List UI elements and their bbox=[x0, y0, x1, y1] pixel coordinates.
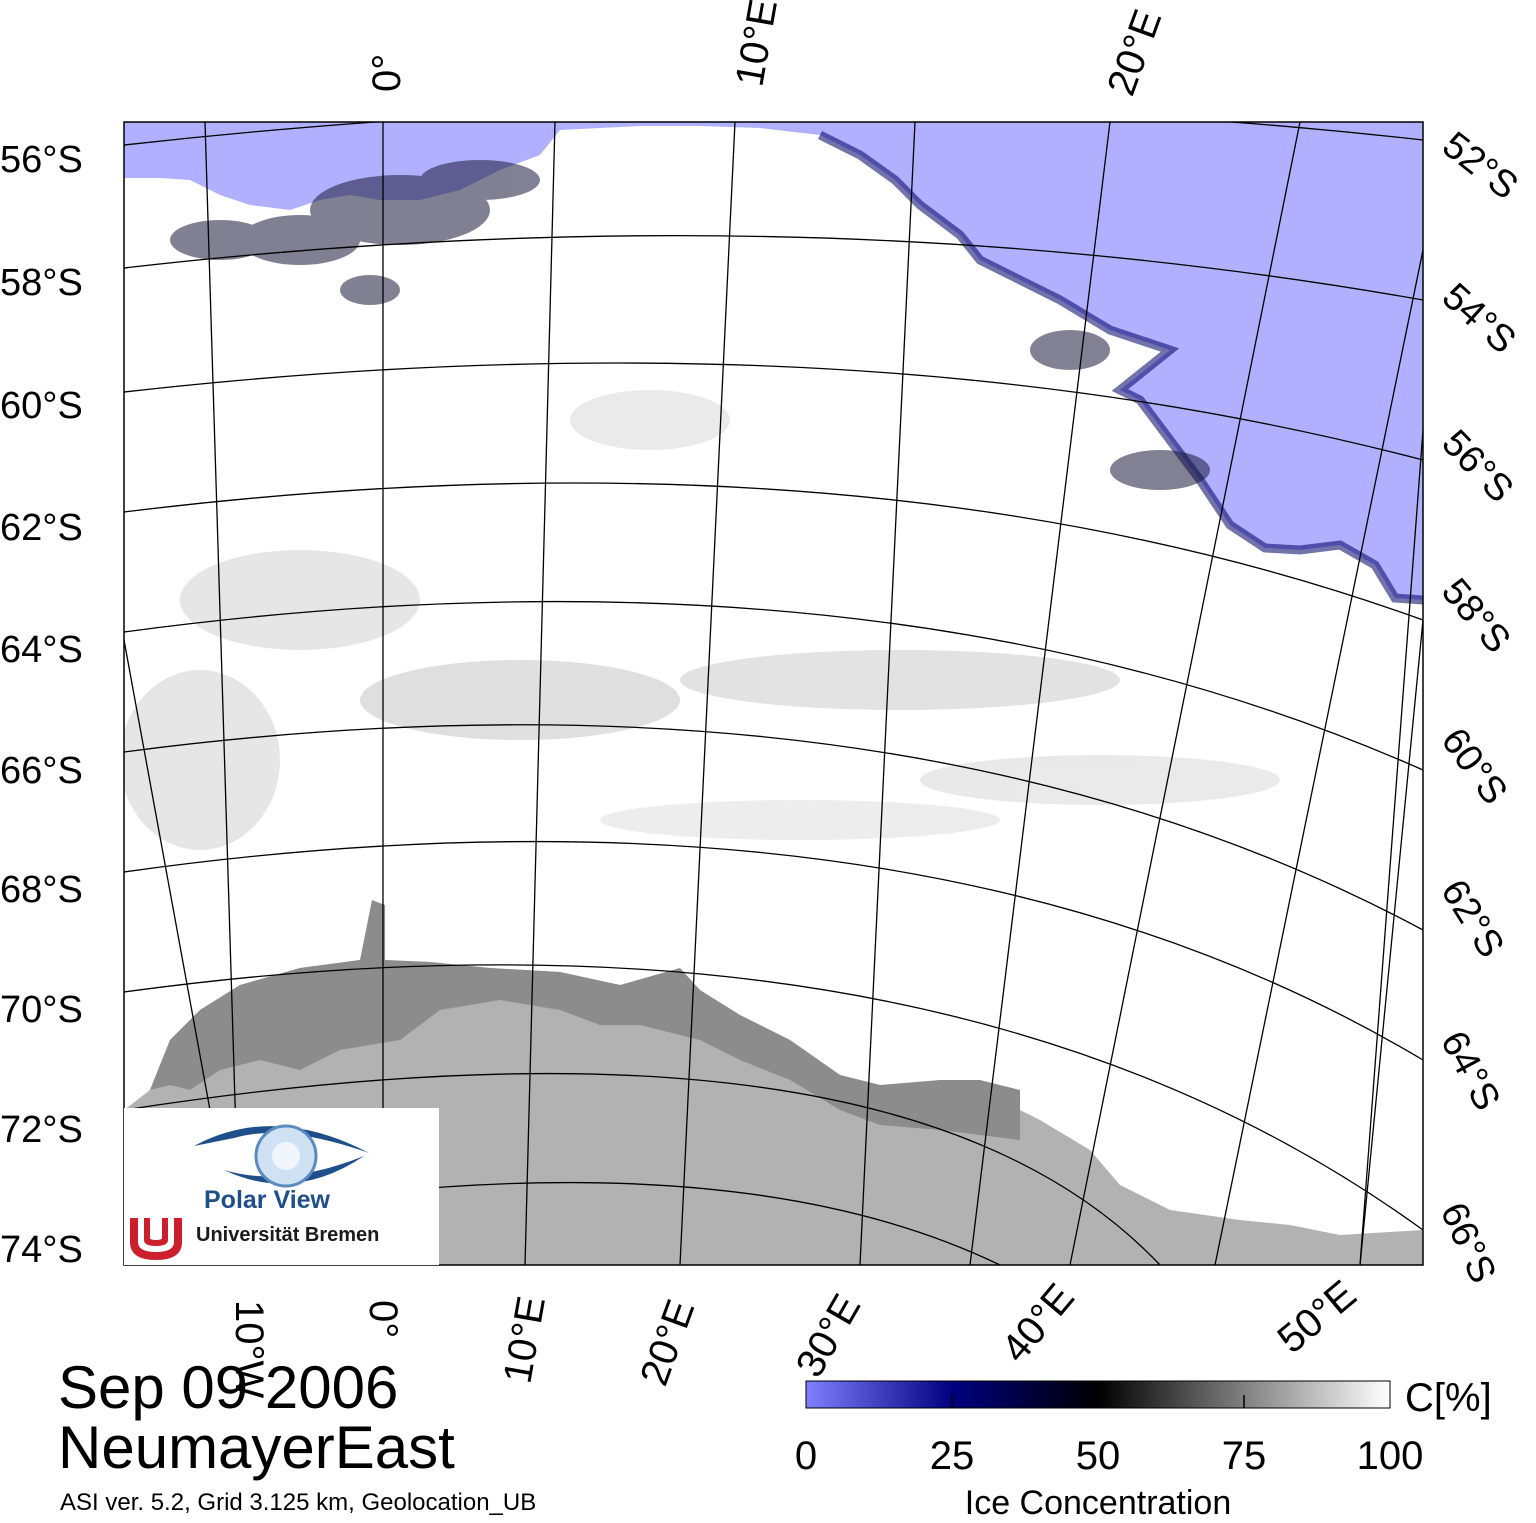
lat-label-left: 74°S bbox=[0, 1229, 83, 1271]
lon-label-bottom: 10°E bbox=[496, 1293, 554, 1386]
open-water-region bbox=[124, 122, 1423, 600]
colorbar-unit: C[%] bbox=[1405, 1376, 1492, 1420]
logo-line-1: Polar View bbox=[204, 1186, 330, 1214]
lat-label-left: 72°S bbox=[0, 1109, 83, 1151]
lon-labels-top: 0° 10°E 20°E bbox=[365, 0, 1170, 101]
lon-label-bottom: 40°E bbox=[993, 1276, 1083, 1371]
eye-icon bbox=[194, 1124, 369, 1188]
lat-label-right: 60°S bbox=[1433, 721, 1516, 813]
lat-label-right: 58°S bbox=[1433, 571, 1518, 661]
lon-label-bottom: 10°W bbox=[227, 1300, 271, 1398]
lon-label-bottom: 0° bbox=[361, 1300, 405, 1338]
ice-edge-fringe bbox=[817, 130, 1423, 605]
lat-label-right: 66°S bbox=[1432, 1197, 1504, 1290]
ice-floe-patches bbox=[170, 160, 1210, 490]
polar-view-logo: Polar View Universität Bremen bbox=[124, 1108, 439, 1265]
lat-label-left: 70°S bbox=[0, 989, 83, 1031]
lon-label-bottom: 20°E bbox=[632, 1294, 703, 1391]
ice-texture bbox=[124, 390, 1280, 850]
map-area bbox=[124, 122, 1423, 1265]
lat-label-right: 62°S bbox=[1432, 873, 1512, 965]
lat-label-left: 56°S bbox=[0, 139, 83, 181]
lat-label-left: 64°S bbox=[0, 629, 83, 671]
lat-label-left: 60°S bbox=[0, 385, 83, 427]
map-frame bbox=[123, 121, 1424, 1266]
ice-shelf bbox=[150, 900, 1020, 1140]
logo-line-2: Universität Bremen bbox=[196, 1224, 380, 1246]
lon-label-top: 10°E bbox=[728, 0, 786, 90]
lon-label-bottom: 30°E bbox=[788, 1287, 870, 1384]
colorbar-title: Ice Concentration bbox=[964, 1484, 1232, 1522]
lon-label-top: 20°E bbox=[1099, 4, 1170, 101]
colorbar-tick-label: 25 bbox=[929, 1434, 975, 1478]
lat-label-left: 58°S bbox=[0, 262, 83, 304]
colorbar-tick-label: 75 bbox=[1221, 1434, 1267, 1478]
colorbar-tick-label: 0 bbox=[794, 1434, 818, 1478]
lat-label-left: 66°S bbox=[0, 750, 83, 792]
region-name: NeumayerEast bbox=[58, 1414, 455, 1481]
colorbar-ticks bbox=[951, 1395, 1245, 1408]
lat-label-left: 62°S bbox=[0, 507, 83, 549]
colorbar-tick-label: 100 bbox=[1356, 1434, 1424, 1478]
lon-label-bottom: 50°E bbox=[1270, 1272, 1365, 1362]
image-date: Sep 09 2006 bbox=[58, 1354, 399, 1421]
lat-label-right: 52°S bbox=[1434, 124, 1525, 208]
lat-labels-right: 52°S 54°S 56°S 58°S 60°S 62°S 64°S 66°S bbox=[1432, 124, 1526, 1289]
lat-label-right: 56°S bbox=[1434, 422, 1522, 511]
lat-label-right: 64°S bbox=[1432, 1025, 1508, 1118]
lat-label-left: 68°S bbox=[0, 869, 83, 911]
processing-metadata: ASI ver. 5.2, Grid 3.125 km, Geolocation… bbox=[60, 1489, 537, 1516]
university-bremen-logo-icon bbox=[130, 1218, 182, 1260]
lat-label-right: 54°S bbox=[1434, 275, 1524, 362]
colorbar-tick-label: 50 bbox=[1075, 1434, 1121, 1478]
lat-labels-left: 56°S 58°S 60°S 62°S 64°S 66°S 68°S 70°S … bbox=[0, 139, 83, 1271]
lon-label-top: 0° bbox=[365, 54, 409, 92]
